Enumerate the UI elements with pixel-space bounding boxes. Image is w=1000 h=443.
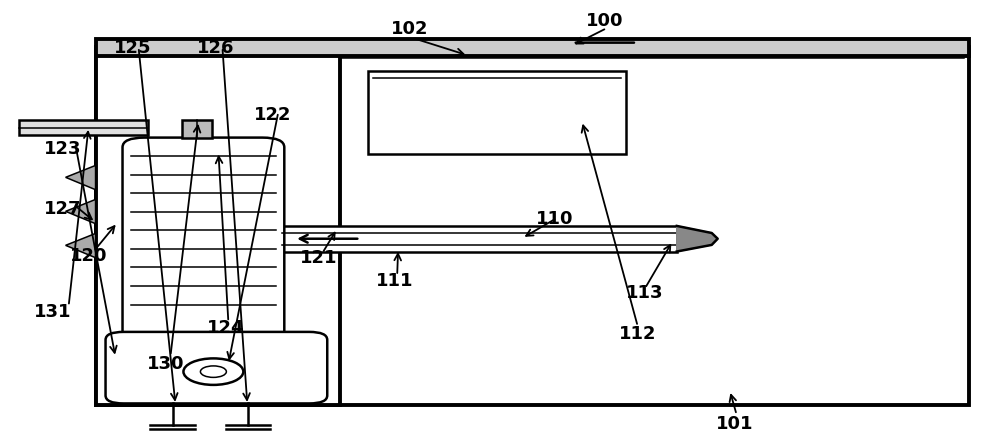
Text: 127: 127 <box>44 200 81 218</box>
Circle shape <box>200 366 226 377</box>
Bar <box>282 226 677 252</box>
Bar <box>96 47 340 405</box>
Text: 131: 131 <box>34 303 71 321</box>
Polygon shape <box>66 233 96 258</box>
Bar <box>182 120 212 139</box>
Bar <box>368 71 626 154</box>
Polygon shape <box>677 226 718 252</box>
Text: 100: 100 <box>586 12 624 30</box>
Bar <box>96 39 969 56</box>
Polygon shape <box>66 165 96 190</box>
Text: 125: 125 <box>114 39 151 58</box>
Bar <box>96 47 969 405</box>
Text: 124: 124 <box>207 319 244 338</box>
Text: 113: 113 <box>626 284 664 302</box>
Bar <box>19 120 148 136</box>
Text: 120: 120 <box>70 247 107 265</box>
Text: 110: 110 <box>536 210 574 228</box>
Text: 111: 111 <box>376 272 414 290</box>
Text: 130: 130 <box>147 355 184 373</box>
Text: 121: 121 <box>300 249 337 267</box>
Text: 102: 102 <box>391 20 429 39</box>
Text: 126: 126 <box>197 39 234 58</box>
Text: 112: 112 <box>619 325 657 343</box>
FancyBboxPatch shape <box>123 138 284 342</box>
Circle shape <box>183 358 243 385</box>
Text: 123: 123 <box>44 140 81 158</box>
Text: 122: 122 <box>254 105 291 124</box>
Text: 101: 101 <box>716 415 753 433</box>
Polygon shape <box>66 199 96 224</box>
FancyBboxPatch shape <box>106 332 327 404</box>
